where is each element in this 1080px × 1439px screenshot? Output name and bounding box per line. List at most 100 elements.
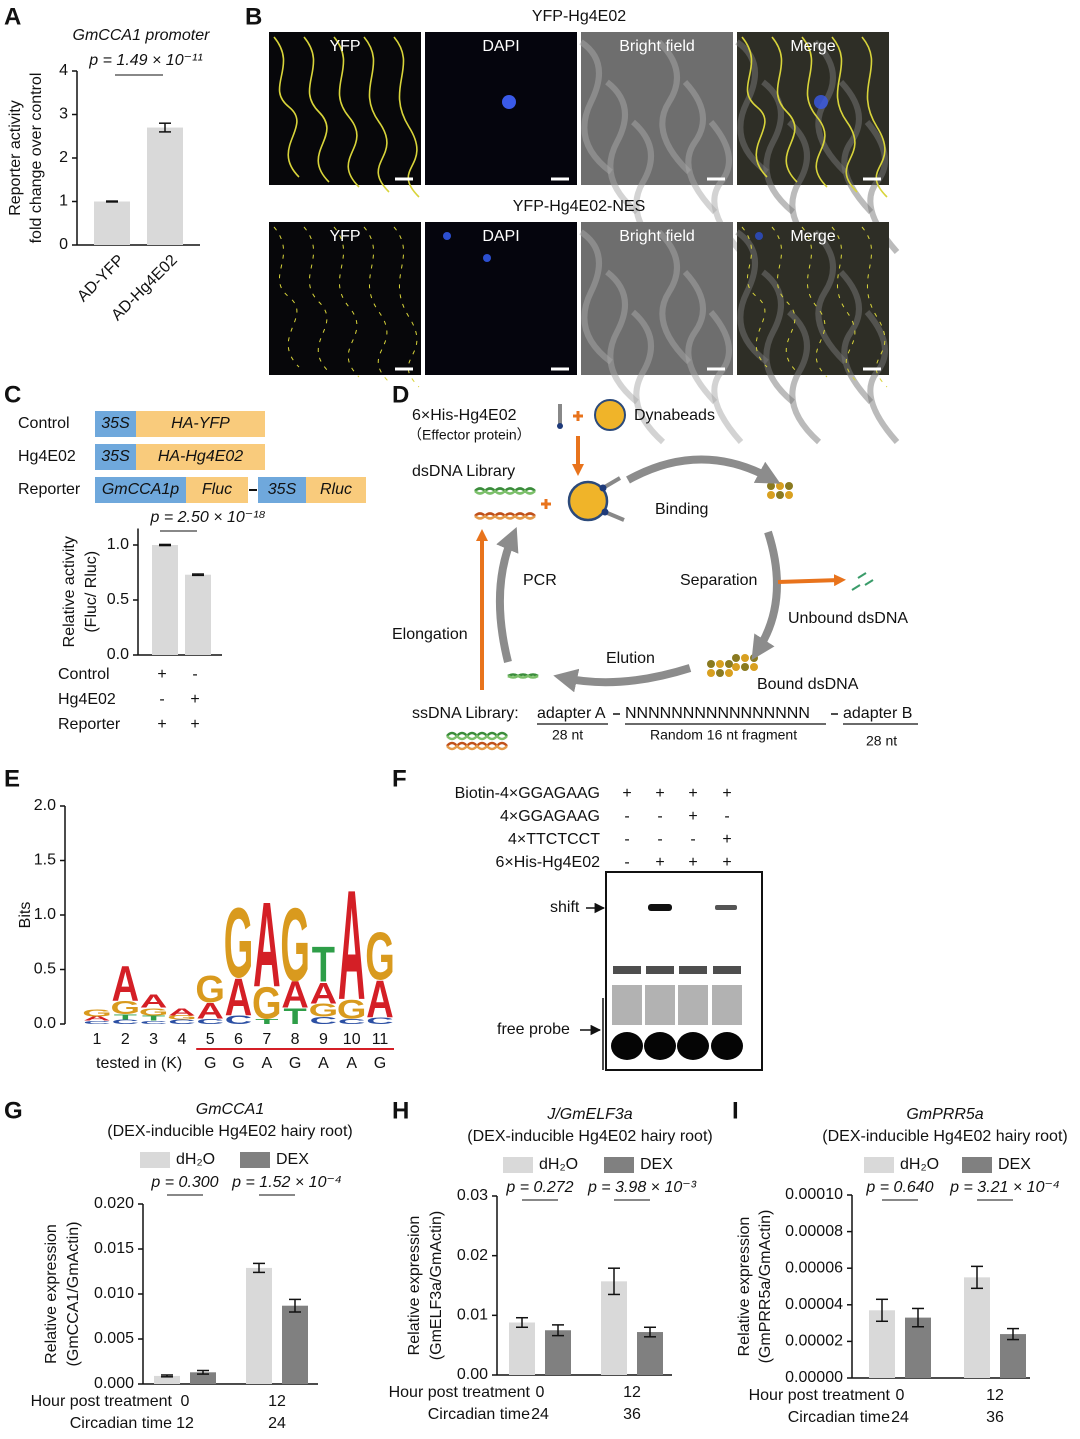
motif-letter: A: [318, 1055, 329, 1072]
y-tick-label: 0.00010: [785, 1186, 843, 1203]
row-sign: +: [157, 666, 166, 683]
logo-letter: C: [338, 1017, 366, 1026]
x-tick-label: 3: [149, 1031, 158, 1048]
cell-texture: [579, 39, 613, 175]
gel-sign: +: [688, 808, 697, 825]
logo-letter: A: [140, 992, 167, 1012]
x-tick-label: 11: [372, 1031, 389, 1048]
micrograph: [581, 32, 733, 185]
gel-annotation: free probe: [497, 1021, 570, 1038]
y-axis-label: Relative activity: [61, 536, 78, 647]
cell-texture: [761, 79, 795, 215]
antibody-tag: [601, 508, 609, 516]
legend-swatch: [864, 1157, 894, 1173]
x-tick-label: 5: [206, 1031, 215, 1048]
cell-texture: [708, 310, 744, 444]
logo-letter: C: [196, 1017, 224, 1026]
x-tick-label: 6: [234, 1031, 243, 1048]
logo-letter: A: [83, 1015, 110, 1022]
dna: [507, 674, 539, 679]
bar: [637, 1332, 663, 1375]
part-label: GmCCA1p: [102, 481, 179, 498]
nucleus: [814, 95, 828, 109]
channel-label: YFP: [329, 228, 360, 245]
flow-arrow: [751, 530, 781, 661]
shift-band: [648, 904, 672, 911]
logo-letter: A: [168, 1006, 195, 1018]
p-value: p = 1.52 × 10⁻⁴: [231, 1174, 342, 1191]
construct-part: [95, 444, 136, 470]
legend-swatch: [604, 1157, 634, 1173]
bar: [154, 1375, 180, 1384]
y-tick-label: 0.00004: [785, 1296, 843, 1313]
micrograph: [737, 32, 889, 185]
logo-letter: C: [83, 1020, 110, 1025]
row-sign: -: [159, 691, 164, 708]
logo-letter: G: [252, 977, 282, 1028]
gel-row-label: 4×TTCTCCT: [508, 831, 600, 848]
y-axis-label: (GmPRR5a/GmActin): [757, 1210, 774, 1364]
panel-label: A: [4, 3, 21, 30]
bar: [190, 1372, 216, 1384]
y-tick-label: 0.01: [457, 1307, 488, 1324]
cell-texture: [656, 229, 692, 365]
channel-label: Bright field: [619, 228, 695, 245]
part-label: HA-YFP: [171, 415, 230, 432]
logo-letter: A: [310, 977, 337, 1010]
gel-sign: -: [624, 831, 629, 848]
x-tick-label: 24: [891, 1409, 909, 1426]
x-tick-label: 0: [181, 1393, 190, 1410]
p-value: p = 0.272: [505, 1179, 573, 1196]
cell-outline: [303, 36, 330, 183]
part-label: 35S: [268, 481, 297, 498]
cell-texture: [656, 39, 692, 175]
cell-texture: [682, 269, 718, 405]
y-tick-label: 2.0: [34, 797, 56, 814]
part-label: 35S: [101, 415, 130, 432]
panel-label: B: [245, 3, 262, 30]
selex-text: Bound dsDNA: [757, 676, 859, 693]
selex-text: Random 16 nt fragment: [650, 727, 797, 743]
complex: [776, 482, 784, 490]
free-probe-band: [644, 1032, 676, 1060]
row-label: Reporter: [58, 716, 121, 733]
x-tick-label: 1: [93, 1031, 102, 1048]
chart-subtitle: (DEX-inducible Hg4E02 hairy root): [467, 1128, 712, 1145]
y-axis-label: fold change over control: [28, 73, 45, 244]
cell-texture: [838, 79, 874, 215]
gel-smear: [679, 966, 707, 974]
micrograph: [737, 222, 889, 375]
y-tick-label: 0.5: [107, 591, 129, 608]
gel-smear: [613, 966, 641, 974]
complex: [785, 482, 793, 490]
free-probe-band: [611, 1032, 643, 1060]
x-tick-label: 0: [536, 1384, 545, 1401]
y-axis-label: (Fluc/ Rluc): [83, 551, 100, 633]
selex-text: adapter B: [843, 705, 912, 722]
micrograph: [425, 32, 577, 185]
y-axis-label: Bits: [17, 902, 34, 929]
chart-subtitle: (DEX-inducible Hg4E02 hairy root): [107, 1123, 352, 1140]
nucleus: [483, 254, 491, 262]
gel-sign: +: [688, 785, 697, 802]
p-value: p = 3.21 × 10⁻⁴: [949, 1179, 1060, 1196]
legend-label: dH₂O: [176, 1151, 215, 1168]
x-tick-label: 36: [986, 1409, 1004, 1426]
bar: [509, 1322, 535, 1375]
y-tick-label: 0.5: [34, 961, 56, 978]
selex-text: adapter A: [537, 705, 606, 722]
gel-smear: [645, 985, 675, 1025]
y-axis-label: (GmELF3a/GmActin): [428, 1211, 445, 1360]
gel-sign: -: [690, 831, 695, 848]
x-tick-label: 36: [623, 1406, 641, 1423]
gel-sign: +: [655, 854, 664, 871]
y-tick-label: 0.00002: [785, 1333, 843, 1350]
x-tick-label: 24: [268, 1415, 286, 1432]
shift-band: [715, 905, 737, 910]
selex-text: Dynabeads: [634, 407, 715, 424]
y-tick-label: 0.03: [457, 1187, 488, 1204]
gel-smear: [646, 966, 674, 974]
gel-sign: -: [724, 808, 729, 825]
bar: [246, 1267, 272, 1384]
